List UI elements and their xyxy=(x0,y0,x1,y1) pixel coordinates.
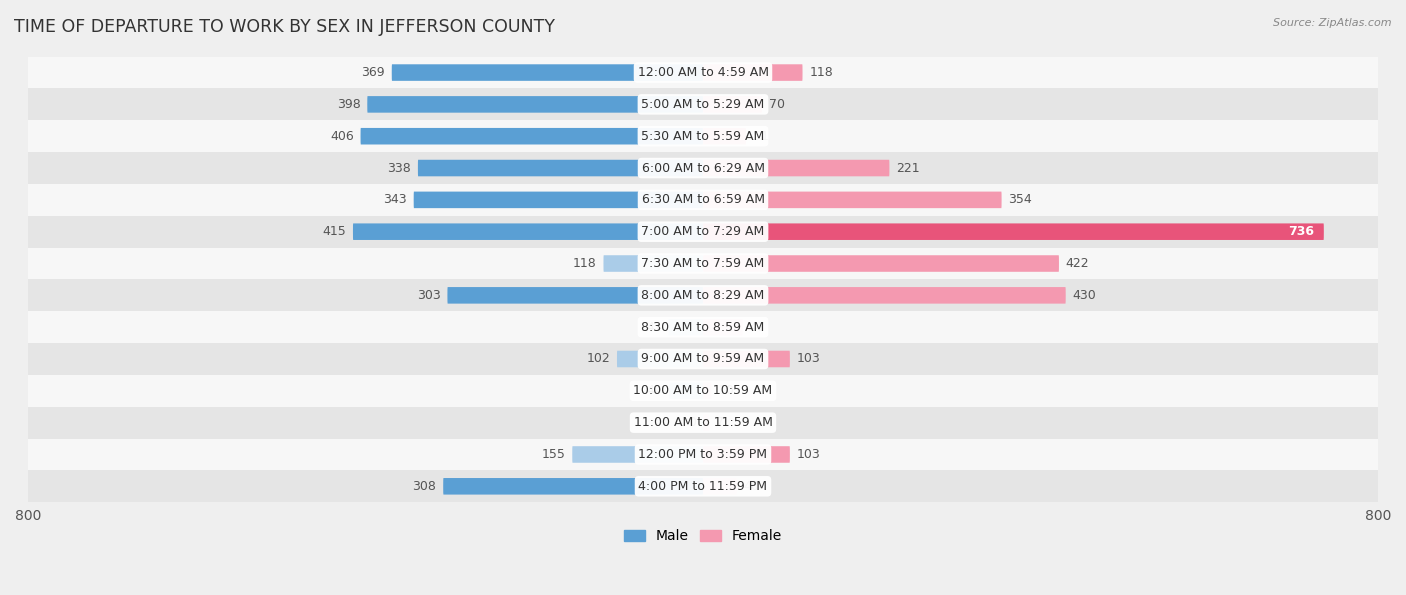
FancyBboxPatch shape xyxy=(353,223,703,240)
Text: 369: 369 xyxy=(361,66,385,79)
Text: 12:00 AM to 4:59 AM: 12:00 AM to 4:59 AM xyxy=(637,66,769,79)
Text: 103: 103 xyxy=(797,352,820,365)
Text: 6:00 AM to 6:29 AM: 6:00 AM to 6:29 AM xyxy=(641,161,765,174)
FancyBboxPatch shape xyxy=(443,478,703,494)
Bar xyxy=(28,343,1378,375)
Text: 7:30 AM to 7:59 AM: 7:30 AM to 7:59 AM xyxy=(641,257,765,270)
Text: 12:00 PM to 3:59 PM: 12:00 PM to 3:59 PM xyxy=(638,448,768,461)
Text: 8:30 AM to 8:59 AM: 8:30 AM to 8:59 AM xyxy=(641,321,765,334)
Text: 10:00 AM to 10:59 AM: 10:00 AM to 10:59 AM xyxy=(634,384,772,397)
FancyBboxPatch shape xyxy=(703,350,790,367)
FancyBboxPatch shape xyxy=(703,160,890,176)
Text: 102: 102 xyxy=(586,352,610,365)
Text: 354: 354 xyxy=(1008,193,1032,206)
FancyBboxPatch shape xyxy=(572,446,703,463)
FancyBboxPatch shape xyxy=(703,383,711,399)
Text: 398: 398 xyxy=(337,98,360,111)
Bar xyxy=(28,280,1378,311)
Text: 51: 51 xyxy=(752,130,769,143)
FancyBboxPatch shape xyxy=(418,160,703,176)
Text: 5:00 AM to 5:29 AM: 5:00 AM to 5:29 AM xyxy=(641,98,765,111)
Text: 343: 343 xyxy=(384,193,406,206)
FancyBboxPatch shape xyxy=(367,96,703,112)
FancyBboxPatch shape xyxy=(703,128,747,145)
Text: 118: 118 xyxy=(810,66,832,79)
Text: 40: 40 xyxy=(647,384,662,397)
Text: 7:00 AM to 7:29 AM: 7:00 AM to 7:29 AM xyxy=(641,225,765,238)
Text: 118: 118 xyxy=(574,257,596,270)
FancyBboxPatch shape xyxy=(703,319,742,336)
Text: Source: ZipAtlas.com: Source: ZipAtlas.com xyxy=(1274,18,1392,28)
Bar xyxy=(28,152,1378,184)
Text: 155: 155 xyxy=(541,448,565,461)
Bar xyxy=(28,471,1378,502)
Bar xyxy=(28,184,1378,216)
Text: 406: 406 xyxy=(330,130,354,143)
Text: 303: 303 xyxy=(418,289,440,302)
FancyBboxPatch shape xyxy=(703,287,1066,303)
Text: 10: 10 xyxy=(718,384,734,397)
Bar xyxy=(28,216,1378,248)
Text: 4:00 PM to 11:59 PM: 4:00 PM to 11:59 PM xyxy=(638,480,768,493)
FancyBboxPatch shape xyxy=(703,478,737,494)
FancyBboxPatch shape xyxy=(703,96,762,112)
Text: 338: 338 xyxy=(388,161,411,174)
FancyBboxPatch shape xyxy=(392,64,703,81)
Text: 5:30 AM to 5:59 AM: 5:30 AM to 5:59 AM xyxy=(641,130,765,143)
Text: 6:30 AM to 6:59 AM: 6:30 AM to 6:59 AM xyxy=(641,193,765,206)
Text: 430: 430 xyxy=(1073,289,1097,302)
FancyBboxPatch shape xyxy=(360,128,703,145)
FancyBboxPatch shape xyxy=(617,350,703,367)
Text: 40: 40 xyxy=(744,480,759,493)
Bar xyxy=(28,248,1378,280)
FancyBboxPatch shape xyxy=(703,255,1059,272)
Bar xyxy=(28,89,1378,120)
Bar xyxy=(28,120,1378,152)
Bar xyxy=(28,439,1378,471)
FancyBboxPatch shape xyxy=(703,192,1001,208)
Text: 422: 422 xyxy=(1066,257,1090,270)
Text: 8:00 AM to 8:29 AM: 8:00 AM to 8:29 AM xyxy=(641,289,765,302)
Text: 103: 103 xyxy=(797,448,820,461)
Legend: Male, Female: Male, Female xyxy=(619,524,787,549)
Text: TIME OF DEPARTURE TO WORK BY SEX IN JEFFERSON COUNTY: TIME OF DEPARTURE TO WORK BY SEX IN JEFF… xyxy=(14,18,555,36)
Text: 415: 415 xyxy=(322,225,346,238)
Text: 308: 308 xyxy=(412,480,436,493)
FancyBboxPatch shape xyxy=(703,446,790,463)
Text: 9:00 AM to 9:59 AM: 9:00 AM to 9:59 AM xyxy=(641,352,765,365)
FancyBboxPatch shape xyxy=(447,287,703,303)
FancyBboxPatch shape xyxy=(669,383,703,399)
Text: 221: 221 xyxy=(896,161,920,174)
FancyBboxPatch shape xyxy=(703,223,1324,240)
FancyBboxPatch shape xyxy=(603,255,703,272)
Bar xyxy=(28,311,1378,343)
Text: 47: 47 xyxy=(749,321,765,334)
Text: 70: 70 xyxy=(769,98,785,111)
FancyBboxPatch shape xyxy=(703,414,709,431)
Bar xyxy=(28,407,1378,439)
Text: 7: 7 xyxy=(716,416,724,429)
Text: 736: 736 xyxy=(1288,225,1313,238)
Bar xyxy=(28,57,1378,89)
FancyBboxPatch shape xyxy=(668,319,703,336)
FancyBboxPatch shape xyxy=(703,64,803,81)
FancyBboxPatch shape xyxy=(702,414,703,431)
Bar xyxy=(28,375,1378,407)
Text: 0: 0 xyxy=(689,416,696,429)
Text: 11:00 AM to 11:59 AM: 11:00 AM to 11:59 AM xyxy=(634,416,772,429)
Text: 41: 41 xyxy=(645,321,662,334)
FancyBboxPatch shape xyxy=(413,192,703,208)
